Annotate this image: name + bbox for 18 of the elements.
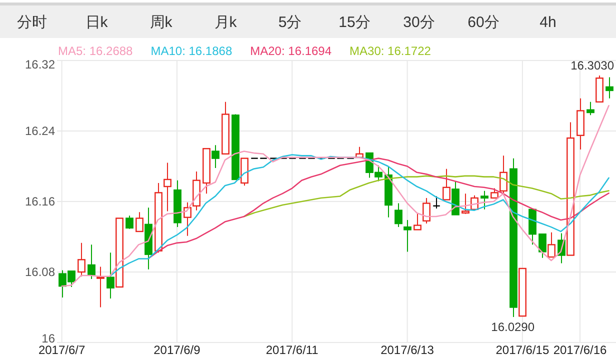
x-tick-label: 2017/6/15 [496, 343, 550, 357]
x-tick-label: 2017/6/16 [553, 343, 608, 357]
y-tick-label: 16 [42, 332, 56, 346]
annotation: 16.0290 [491, 320, 535, 334]
y-tick-label: 16.16 [24, 194, 56, 208]
annotation: 16.3030 [570, 58, 614, 72]
text: MA5: 16.2688 [58, 44, 134, 58]
y-tick-label: 16.08 [24, 265, 56, 279]
x-tick-label: 2017/6/13 [380, 343, 434, 357]
text: MA30: 16.1722 [350, 44, 432, 58]
text: MA10: 16.1868 [150, 44, 232, 58]
y-tick-label: 16.24 [24, 124, 56, 138]
y-tick-label: 16.32 [24, 58, 56, 72]
x-tick-label: 2017/6/11 [266, 343, 319, 357]
x-tick-label: 2017/6/7 [38, 343, 86, 357]
x-tick-label: 2017/6/9 [154, 343, 201, 357]
text: MA20: 16.1694 [250, 44, 332, 58]
tab-bar: 分时 日k 周k 月k 5分 15分 30分 60分 4h [0, 2, 616, 38]
